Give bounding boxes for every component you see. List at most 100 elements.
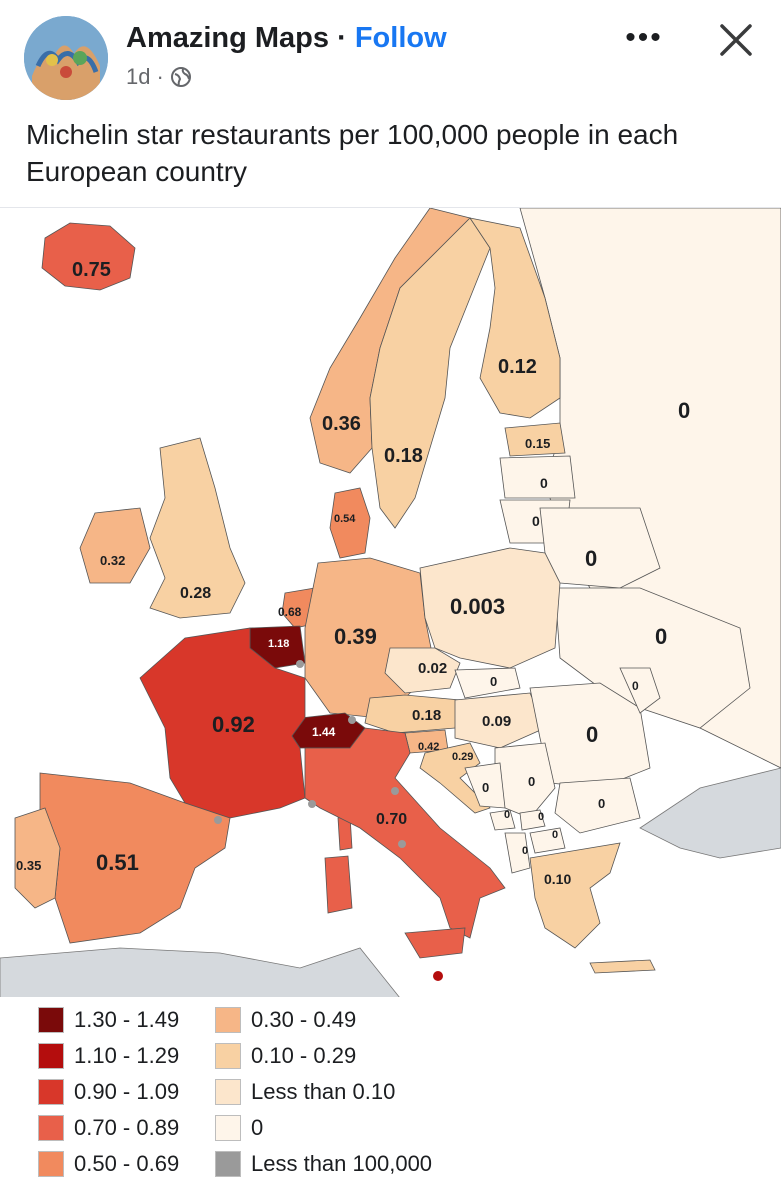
label-belgium: 1.18	[268, 638, 289, 650]
region-greece-crete	[589, 959, 656, 974]
region-croatia	[419, 742, 491, 814]
region-uk	[149, 437, 246, 619]
legend-item: 0.50 - 0.69	[38, 1151, 179, 1177]
microstate-vatican	[398, 840, 406, 848]
label-poland: 0.003	[450, 594, 505, 619]
region-montenegro	[489, 809, 516, 831]
label-moldova: 0	[632, 679, 639, 693]
globe-icon	[170, 67, 191, 87]
post-caption: Michelin star restaurants per 100,000 pe…	[26, 119, 679, 187]
label-romania: 0	[586, 722, 598, 747]
label-finland: 0.12	[498, 356, 537, 378]
bottom-bar	[0, 1188, 781, 1200]
region-bulgaria	[554, 777, 641, 834]
label-kosovo: 0	[538, 811, 544, 823]
region-ireland	[79, 507, 151, 584]
label-lithuania: 0	[532, 513, 540, 529]
label-norway: 0.36	[322, 413, 361, 435]
label-bulgaria: 0	[598, 796, 605, 811]
legend-label: 1.10 - 1.29	[74, 1043, 180, 1068]
author-name[interactable]: Amazing Maps	[126, 22, 330, 54]
label-ukraine: 0	[655, 624, 667, 649]
label-slovakia: 0	[490, 674, 497, 689]
label-estonia: 0.15	[525, 436, 550, 451]
label-uk: 0.28	[180, 585, 211, 602]
microstate-monaco	[308, 800, 316, 808]
legend-item: Less than 0.10	[215, 1079, 395, 1105]
label-bosnia: 0	[482, 780, 489, 795]
microstate-liechtenstein	[348, 716, 356, 724]
legend-swatch	[38, 1007, 64, 1033]
region-moldova	[619, 667, 661, 714]
region-italy	[304, 727, 506, 939]
legend-swatch	[38, 1079, 64, 1105]
region-greece	[529, 842, 621, 949]
label-netherlands: 0.68	[278, 605, 302, 619]
europe-map[interactable]: 0.75 0.36 0.18 0.12 0 0.15 0 0 0.54 0.32…	[0, 207, 781, 998]
region-hungary	[454, 692, 546, 749]
legend-label: 1.30 - 1.49	[74, 1007, 180, 1032]
legend-swatch	[38, 1115, 64, 1141]
legend-item: 0	[215, 1115, 263, 1141]
label-greece: 0.10	[544, 871, 571, 887]
more-icon[interactable]: •••	[625, 21, 663, 54]
legend-swatch	[38, 1151, 64, 1177]
region-latvia	[499, 455, 576, 499]
label-hungary: 0.09	[482, 713, 511, 730]
legend-label: Less than 0.10	[251, 1079, 396, 1104]
region-sicily	[404, 927, 466, 959]
map-legend: 1.30 - 1.49 1.10 - 1.29 0.90 - 1.09 0.70…	[0, 997, 781, 1200]
legend-swatch	[215, 1151, 241, 1177]
region-sweden	[369, 217, 491, 529]
legend-swatch	[38, 1043, 64, 1069]
label-germany: 0.39	[334, 624, 377, 649]
legend-label: 0	[251, 1115, 264, 1140]
region-ukraine	[554, 587, 751, 729]
region-denmark	[329, 487, 371, 559]
label-sweden: 0.18	[384, 445, 423, 467]
post-time[interactable]: 1d	[126, 64, 151, 89]
microstate-luxembourg	[296, 660, 304, 668]
microstate-malta	[433, 971, 443, 981]
legend-label: 0.30 - 0.49	[251, 1007, 357, 1032]
legend-item: 0.10 - 0.29	[215, 1043, 356, 1069]
region-poland	[419, 547, 561, 669]
label-spain: 0.51	[96, 850, 139, 875]
legend-swatch	[215, 1043, 241, 1069]
legend-swatch	[215, 1007, 241, 1033]
legend-label: 0.10 - 0.29	[251, 1043, 357, 1068]
legend-swatch	[215, 1115, 241, 1141]
label-slovenia: 0.42	[418, 741, 439, 753]
author-line: Amazing Maps · Follow	[126, 22, 447, 55]
region-turkey	[639, 767, 781, 859]
label-montenegro: 0	[504, 809, 510, 821]
region-bosnia	[464, 762, 506, 809]
legend-item: 0.90 - 1.09	[38, 1079, 179, 1105]
region-north-africa	[0, 947, 401, 998]
label-albania: 0	[522, 845, 528, 857]
label-macedonia: 0	[552, 829, 558, 841]
post-header: Amazing Maps · Follow 1d · •••	[0, 0, 781, 105]
post-meta: 1d ·	[126, 64, 192, 90]
meta-separator: ·	[156, 64, 164, 89]
map-svg: 0.75 0.36 0.18 0.12 0 0.15 0 0 0.54 0.32…	[0, 208, 781, 998]
region-macedonia	[529, 827, 566, 854]
label-switzerland: 1.44	[312, 725, 336, 739]
label-iceland: 0.75	[72, 259, 111, 281]
label-czechia: 0.02	[418, 660, 447, 677]
label-russia: 0	[678, 398, 690, 423]
microstate-andorra	[214, 816, 222, 824]
avatar[interactable]	[24, 16, 108, 100]
label-portugal: 0.35	[16, 858, 41, 873]
legend-item: 1.10 - 1.29	[38, 1043, 179, 1069]
region-belarus	[539, 507, 661, 589]
microstate-san-marino	[391, 787, 399, 795]
region-france	[139, 627, 306, 819]
region-slovakia	[454, 667, 521, 699]
label-ireland: 0.32	[100, 553, 125, 568]
close-icon[interactable]	[714, 18, 758, 62]
follow-button[interactable]: Follow	[354, 22, 447, 54]
region-czechia	[384, 647, 461, 694]
avatar-image	[24, 16, 108, 100]
legend-label: 0.70 - 0.89	[74, 1115, 180, 1140]
